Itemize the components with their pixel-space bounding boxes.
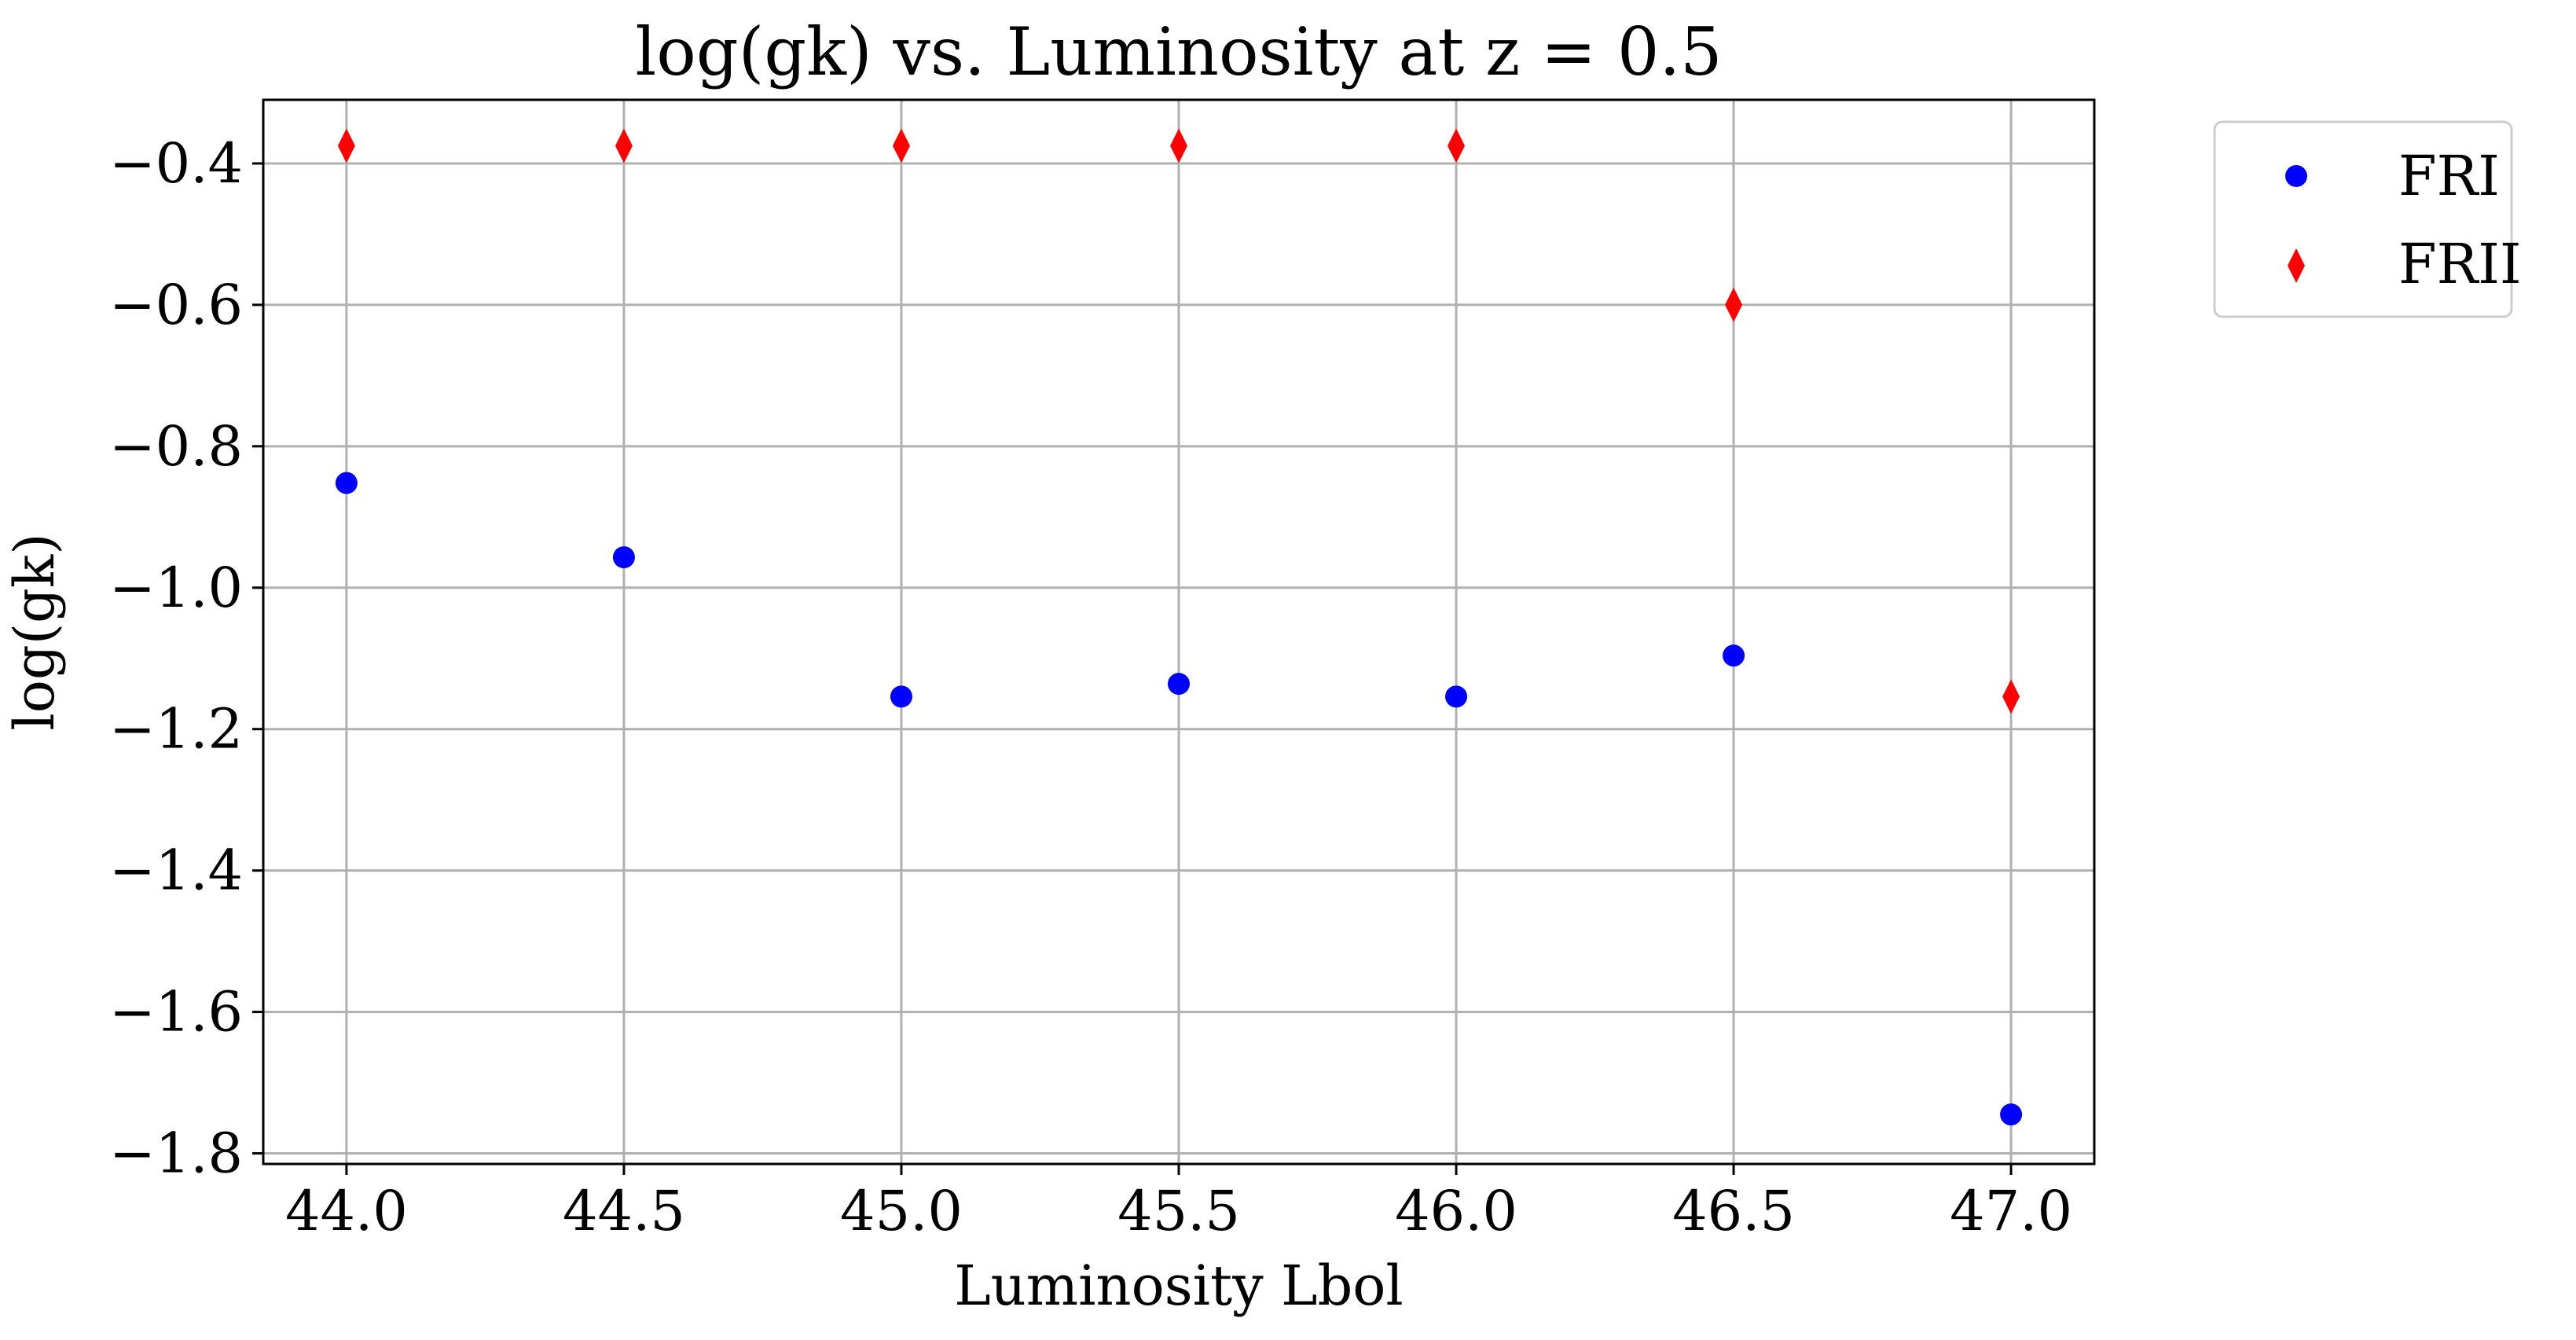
y-tick-label: −1.2 (109, 697, 243, 762)
point-fri (612, 546, 635, 569)
point-frii (2002, 679, 2020, 714)
point-fri (1445, 685, 1468, 708)
x-tick-label: 46.5 (1672, 1179, 1795, 1243)
legend: FRI FRII (2213, 120, 2522, 318)
x-tick-label: 44.5 (563, 1179, 685, 1243)
point-fri (1723, 644, 1745, 667)
point-frii (892, 128, 910, 163)
x-axis-label: Luminosity Lbol (954, 1254, 1404, 1318)
y-axis-label: log(gk) (2, 533, 67, 730)
point-fri (890, 685, 912, 708)
x-tick-label: 44.0 (285, 1179, 408, 1243)
point-fri (1168, 673, 1190, 696)
point-frii (1725, 287, 1743, 322)
grid-lines (263, 100, 2094, 1164)
y-tick-label: −1.0 (109, 556, 243, 620)
point-frii (337, 128, 355, 163)
legend-marker-frii (2288, 248, 2305, 283)
data-points (335, 128, 2023, 1126)
legend-marker-fri (2285, 165, 2307, 187)
point-fri (335, 472, 358, 494)
y-tick-label: −1.8 (109, 1122, 243, 1186)
point-frii (615, 128, 633, 163)
point-frii (1170, 128, 1187, 163)
point-frii (1448, 128, 1466, 163)
x-tick-label: 46.0 (1395, 1179, 1517, 1243)
y-tick-label: −0.4 (109, 131, 243, 196)
x-tick-label: 45.0 (840, 1179, 963, 1243)
x-tick-label: 47.0 (1950, 1179, 2072, 1243)
legend-label-fri: FRI (2398, 144, 2500, 208)
y-tick-label: −1.6 (109, 980, 243, 1044)
point-fri (2000, 1103, 2023, 1126)
y-tick-label: −0.6 (109, 273, 243, 337)
y-axis-ticks: −1.8 −1.6 −1.4 −1.2 −1.0 −0.8 −0.6 −0.4 (109, 131, 263, 1186)
chart-title: log(gk) vs. Luminosity at z = 0.5 (635, 13, 1722, 90)
x-axis-ticks: 44.0 44.5 45.0 45.5 46.0 46.5 47.0 (285, 1164, 2072, 1243)
legend-label-frii: FRII (2398, 232, 2522, 296)
x-tick-label: 45.5 (1117, 1179, 1240, 1243)
y-tick-label: −1.4 (109, 839, 243, 903)
y-tick-label: −0.8 (109, 414, 243, 479)
